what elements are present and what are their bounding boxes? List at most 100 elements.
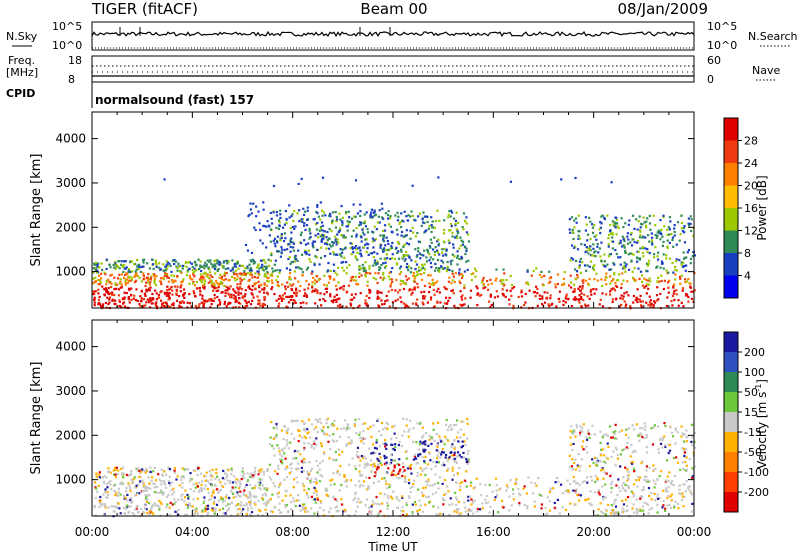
power-cell bbox=[126, 278, 129, 281]
power-cell bbox=[128, 288, 131, 292]
power-cell bbox=[668, 279, 671, 282]
power-cell bbox=[236, 260, 239, 263]
power-cell bbox=[230, 293, 233, 296]
power-cell bbox=[297, 280, 300, 283]
power-cell bbox=[410, 259, 413, 262]
power-cell bbox=[643, 277, 646, 280]
power-cell bbox=[360, 240, 363, 243]
power-cell bbox=[279, 213, 282, 216]
velocity-cell bbox=[453, 447, 456, 450]
velocity-cell bbox=[358, 464, 361, 467]
power-cell bbox=[684, 269, 687, 272]
velocity-cell bbox=[685, 468, 689, 471]
power-cell bbox=[299, 302, 302, 305]
power-cell bbox=[502, 282, 505, 285]
power-cell bbox=[200, 281, 203, 284]
power-cell bbox=[251, 299, 254, 303]
power-cell bbox=[641, 280, 644, 283]
power-cell bbox=[316, 205, 319, 208]
power-cell bbox=[396, 298, 399, 301]
power-cell bbox=[328, 243, 331, 246]
velocity-cell bbox=[436, 454, 439, 457]
velocity-cell bbox=[277, 447, 280, 450]
power-cell bbox=[411, 226, 414, 229]
power-cell bbox=[164, 292, 167, 296]
power-cell bbox=[240, 273, 243, 277]
velocity-cell bbox=[364, 504, 367, 507]
power-cell bbox=[253, 261, 257, 264]
velocity-cell bbox=[306, 432, 309, 435]
power-cell bbox=[223, 271, 227, 274]
velocity-cell bbox=[109, 480, 112, 483]
power-cell bbox=[329, 212, 332, 215]
velocity-cell bbox=[131, 500, 134, 503]
velocity-cell bbox=[314, 489, 317, 492]
power-cell bbox=[238, 296, 241, 300]
velocity-cell bbox=[343, 475, 346, 479]
velocity-cell bbox=[688, 489, 691, 492]
velocity-cell bbox=[128, 474, 131, 477]
power-cell bbox=[275, 240, 279, 243]
velocity-cell bbox=[614, 464, 617, 467]
power-cell bbox=[538, 273, 542, 276]
velocity-cell bbox=[408, 465, 411, 468]
velocity-cell bbox=[253, 501, 256, 504]
power-cell bbox=[582, 281, 585, 285]
power-cell bbox=[150, 302, 153, 305]
power-cell bbox=[277, 297, 280, 301]
power-cell bbox=[147, 272, 150, 276]
power-cell bbox=[169, 264, 172, 268]
power-cell bbox=[202, 276, 205, 279]
power-cell bbox=[629, 241, 632, 244]
power-cell bbox=[462, 212, 466, 215]
velocity-cell bbox=[656, 425, 660, 428]
power-cell bbox=[536, 292, 539, 295]
power-cell bbox=[428, 285, 431, 289]
power-cell bbox=[495, 268, 498, 271]
power-cell bbox=[422, 294, 425, 298]
power-cell bbox=[300, 268, 303, 271]
power-cell bbox=[130, 278, 134, 281]
velocity-cell bbox=[273, 436, 277, 439]
power-cell bbox=[588, 297, 591, 300]
power-cell bbox=[138, 276, 141, 280]
colorbar-tick-label: 20 bbox=[744, 180, 758, 193]
power-cell bbox=[354, 244, 358, 248]
power-cell bbox=[193, 270, 196, 273]
velocity-cell bbox=[212, 491, 215, 495]
velocity-cell bbox=[669, 495, 672, 498]
power-cell bbox=[320, 209, 324, 212]
power-cell bbox=[509, 274, 512, 278]
power-cell bbox=[336, 304, 340, 308]
power-cell bbox=[464, 245, 467, 248]
power-cell bbox=[205, 263, 208, 266]
power-cell bbox=[587, 304, 590, 307]
velocity-cell bbox=[481, 507, 484, 510]
power-cell bbox=[126, 273, 129, 276]
power-cell bbox=[297, 249, 300, 252]
velocity-cell bbox=[664, 487, 667, 490]
velocity-cell bbox=[297, 449, 300, 452]
power-cell bbox=[414, 248, 417, 251]
power-cell bbox=[397, 250, 400, 253]
velocity-cell bbox=[313, 486, 316, 489]
velocity-cell bbox=[643, 422, 646, 425]
velocity-cell bbox=[214, 507, 217, 510]
velocity-cell bbox=[297, 493, 300, 497]
velocity-cell bbox=[358, 433, 361, 437]
power-cell bbox=[321, 214, 324, 217]
power-cell bbox=[191, 265, 194, 269]
nsky-line bbox=[91, 30, 695, 38]
power-cell bbox=[354, 215, 357, 218]
velocity-cell bbox=[327, 440, 330, 443]
velocity-cell bbox=[346, 425, 349, 428]
power-cell bbox=[451, 259, 454, 262]
velocity-cell bbox=[377, 459, 380, 462]
power-cell bbox=[234, 279, 237, 282]
velocity-cell bbox=[143, 504, 146, 507]
velocity-cell bbox=[203, 507, 207, 510]
velocity-cell bbox=[285, 476, 289, 479]
power-cell bbox=[486, 288, 490, 291]
power-cell bbox=[477, 292, 480, 295]
velocity-cell bbox=[333, 483, 336, 486]
